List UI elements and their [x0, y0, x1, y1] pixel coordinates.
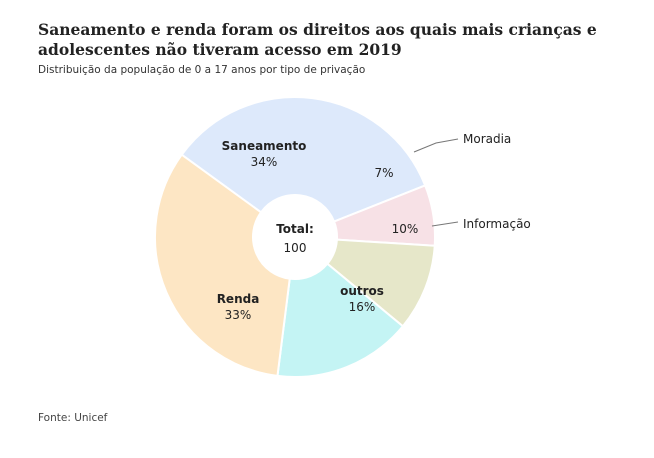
- chart-subtitle: Distribuição da população de 0 a 17 anos…: [38, 64, 366, 76]
- slice-name-saneamento: Saneamento: [222, 139, 307, 153]
- slice-name-outros: outros: [340, 284, 384, 298]
- slice-name-moradia: Moradia: [463, 132, 511, 146]
- slice-value-moradia: 7%: [374, 166, 393, 180]
- slice-value-informacao: 10%: [392, 222, 419, 236]
- donut-hole: [253, 195, 337, 279]
- leader-line-moradia: [413, 138, 459, 153]
- center-total-value: 100: [284, 241, 307, 255]
- center-total-label: Total:: [276, 222, 314, 236]
- slice-value-saneamento: 34%: [251, 155, 278, 169]
- slice-name-renda: Renda: [217, 292, 260, 306]
- donut-slices: [154, 96, 436, 378]
- slice-value-outros: 16%: [349, 300, 376, 314]
- leader-line-informacao: [431, 221, 459, 227]
- slice-labels: Saneamento 34% 7% Moradia 10% Informação outro…: [217, 132, 531, 322]
- slice-saneamento: [180, 96, 427, 223]
- chart-title: Saneamento e renda foram os direitos aos…: [38, 20, 597, 59]
- slice-value-renda: 33%: [225, 308, 252, 322]
- chart-source: Fonte: Unicef: [38, 412, 108, 424]
- slice-name-informacao: Informação: [463, 217, 531, 231]
